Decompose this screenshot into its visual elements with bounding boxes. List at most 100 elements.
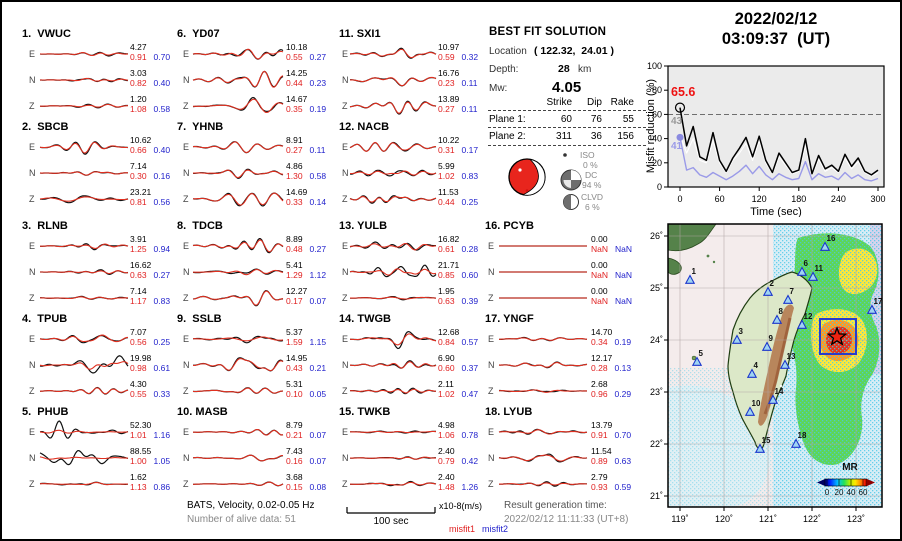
best-fit-title: BEST FIT SOLUTION bbox=[489, 26, 607, 38]
synthetic-trace bbox=[40, 429, 128, 434]
component-label: Z bbox=[29, 194, 35, 204]
waveform-plot bbox=[349, 480, 437, 487]
misfit1-value: 0.89 bbox=[591, 456, 608, 466]
waveform-plot bbox=[349, 100, 437, 115]
colorbar-right-arrow bbox=[867, 479, 875, 486]
misfit1-value: 0.15 bbox=[286, 482, 303, 492]
channel-values: 14.69 0.33 0.14 bbox=[286, 187, 326, 207]
amplitude-value: 19.98 bbox=[130, 353, 152, 363]
misfit1-value: 0.55 bbox=[130, 389, 147, 399]
channel-values: 8.79 0.21 0.07 bbox=[286, 420, 326, 440]
synthetic-trace bbox=[350, 430, 437, 434]
table-divider bbox=[488, 110, 646, 111]
misfit2-value: 0.21 bbox=[309, 363, 327, 373]
component-label: N bbox=[488, 267, 495, 277]
channel-values: 0.00 NaN NaN bbox=[591, 286, 632, 306]
misfit2-value: 0.40 bbox=[153, 145, 171, 155]
component-label: Z bbox=[183, 479, 189, 489]
waveform-plot bbox=[349, 195, 437, 204]
component-label: E bbox=[488, 427, 495, 437]
colorbar-tick-label: 20 bbox=[835, 488, 844, 497]
channel-values: 13.79 0.91 0.70 bbox=[591, 420, 631, 440]
y-tick-label: 40 bbox=[652, 134, 662, 144]
amplitude-value: 11.53 bbox=[438, 187, 459, 197]
misfit1-value: 0.93 bbox=[591, 482, 608, 492]
waveform-plot bbox=[39, 355, 129, 374]
lon-tick-label: 123˚ bbox=[847, 514, 865, 524]
station-label: 15. TWKB bbox=[339, 406, 391, 418]
station-label: 16. PCYB bbox=[485, 220, 534, 232]
station-label: 14. TWGB bbox=[339, 313, 391, 325]
waveform-plot bbox=[39, 481, 129, 486]
map-station-number: 5 bbox=[699, 349, 704, 358]
event-date-title: 2022/02/12 bbox=[734, 10, 818, 28]
misfit1-value: 0.91 bbox=[591, 430, 608, 440]
channel-values: 11.53 0.44 0.25 bbox=[438, 187, 478, 207]
component-label: E bbox=[342, 241, 349, 251]
misfit1-value: 0.27 bbox=[438, 104, 455, 114]
waveform-plot bbox=[192, 48, 284, 60]
waveform-plot bbox=[39, 334, 129, 344]
waveform-plot bbox=[192, 268, 284, 276]
synthetic-trace bbox=[193, 358, 284, 372]
amplitude-value: 2.40 bbox=[438, 446, 455, 456]
observed-trace bbox=[39, 449, 129, 466]
component-label: Z bbox=[29, 293, 35, 303]
lon-tick-label: 120˚ bbox=[715, 514, 733, 524]
misfit1-value: 0.55 bbox=[286, 52, 303, 62]
lat-tick-label: 26˚ bbox=[650, 231, 663, 241]
misfit2-value: 0.57 bbox=[461, 337, 479, 347]
synthetic-trace bbox=[498, 454, 587, 462]
channel-values: 14.95 0.43 0.21 bbox=[286, 353, 326, 373]
waveform-plot bbox=[499, 245, 587, 247]
channel-values: 4.86 1.30 0.58 bbox=[286, 161, 326, 181]
y-tick-label: 100 bbox=[647, 61, 662, 71]
synthetic-trace bbox=[40, 103, 128, 108]
amplitude-value: 2.11 bbox=[438, 379, 454, 389]
synthetic-trace bbox=[192, 239, 284, 253]
col-rake: Rake bbox=[610, 97, 634, 108]
component-label: E bbox=[183, 241, 190, 251]
component-label: N bbox=[29, 453, 36, 463]
channel-values: 19.98 0.98 0.61 bbox=[130, 353, 170, 373]
misfit1-value: 1.02 bbox=[438, 389, 455, 399]
misfit2-value: 0.16 bbox=[153, 171, 171, 181]
waveform-plot bbox=[499, 297, 587, 299]
misfit2-value: 0.07 bbox=[309, 430, 327, 440]
waveform-plot bbox=[350, 296, 437, 301]
misfit1-value: NaN bbox=[591, 296, 609, 306]
misfit2-value: 0.39 bbox=[461, 296, 479, 306]
component-label: Z bbox=[29, 101, 35, 111]
map-station-triangle-icon bbox=[796, 266, 808, 276]
misfit2-value: 0.11 bbox=[461, 104, 478, 114]
waveform-plot bbox=[39, 195, 129, 204]
waveform-plot bbox=[192, 454, 284, 462]
amplitude-value: 4.27 bbox=[130, 42, 147, 52]
map-station-number: 18 bbox=[798, 431, 807, 440]
misfit1-value: 0.17 bbox=[286, 296, 303, 306]
channel-values: 12.68 0.84 0.57 bbox=[438, 327, 478, 347]
map-station-triangle-icon bbox=[731, 334, 743, 344]
amplitude-value: 12.68 bbox=[438, 327, 460, 337]
synthetic-trace bbox=[350, 48, 437, 59]
station-label: 2. SBCB bbox=[22, 121, 69, 133]
waveform-plot bbox=[192, 168, 284, 180]
map-station-triangle-icon bbox=[691, 356, 703, 366]
channel-values: 0.00 NaN NaN bbox=[591, 260, 632, 280]
amplitude-value: 3.03 bbox=[130, 68, 147, 78]
waveform-plot bbox=[349, 360, 437, 369]
synthetic-trace bbox=[349, 333, 437, 346]
misfit1-value: 0.79 bbox=[438, 456, 455, 466]
component-label: N bbox=[488, 360, 495, 370]
misfit1-value: 1.25 bbox=[130, 244, 147, 254]
amplitude-value: 5.31 bbox=[286, 379, 303, 389]
colorbar-tick-label: 40 bbox=[847, 488, 856, 497]
component-label: E bbox=[29, 142, 36, 152]
lavender-start-marker bbox=[676, 133, 684, 141]
col-strike: Strike bbox=[546, 97, 572, 108]
station-label: 4. TPUB bbox=[22, 313, 68, 325]
amplitude-value: 14.95 bbox=[286, 353, 308, 363]
misfit-reduction-plot: 0 20 40 60 80 100 0 60 120 180 240 300 65.6 43 41 Time … bbox=[647, 61, 886, 217]
waveform-plot bbox=[498, 428, 588, 435]
